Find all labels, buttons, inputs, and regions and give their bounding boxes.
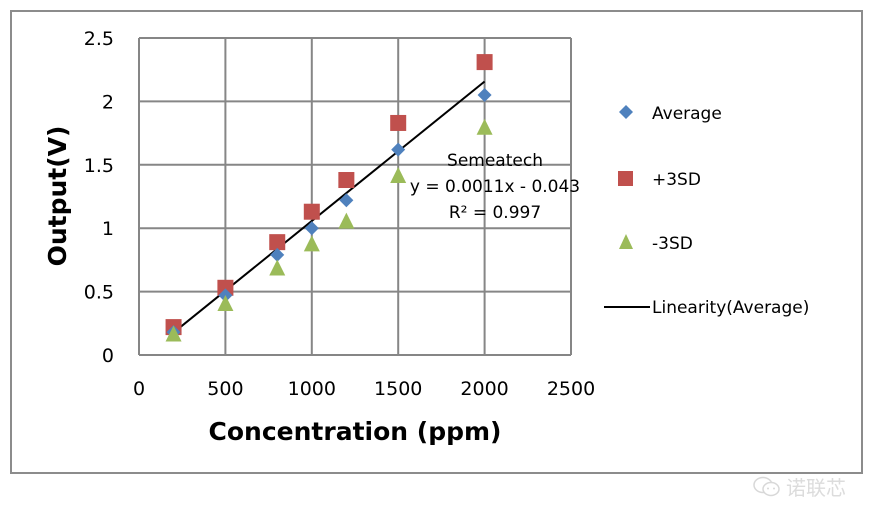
y-axis-label: Output(V) (43, 126, 72, 267)
minus-3sd-point (165, 325, 182, 342)
watermark-text: 诺联芯 (786, 476, 846, 500)
x-tick-label: 1500 (374, 378, 422, 400)
legend-item-minus-3sd: -3SD (619, 234, 693, 254)
average-point (477, 88, 492, 103)
minus-3sd-point (390, 166, 407, 183)
plus-3sd-point (269, 234, 286, 251)
y-tick-label: 0.5 (84, 282, 114, 304)
legend-item-linearity: Linearity(Average) (604, 298, 809, 318)
plus-3sd-point (338, 172, 355, 189)
average-point (339, 193, 354, 208)
minus-3sd-point (269, 259, 286, 276)
square-marker-icon (618, 171, 633, 186)
x-axis-label: Concentration (ppm) (209, 417, 502, 446)
x-tick-label: 500 (207, 378, 243, 400)
x-tick-label: 0 (133, 378, 145, 400)
x-tick-label: 1000 (288, 378, 336, 400)
legend-item-average: Average (619, 104, 722, 124)
y-tick-label: 2.5 (84, 28, 114, 50)
y-tick-labels: 0 0.5 1 1.5 2 2.5 (84, 28, 114, 367)
y-tick-label: 2 (102, 91, 114, 113)
legend-item-plus-3sd: +3SD (618, 170, 701, 190)
y-tick-label: 1.5 (84, 155, 114, 177)
y-tick-label: 0 (102, 345, 114, 367)
x-tick-label: 2000 (460, 378, 508, 400)
trendline-annotation: Semeatech y = 0.0011x - 0.043 R² = 0.997 (410, 151, 580, 223)
diamond-marker-icon (619, 105, 633, 119)
legend-label: Average (652, 104, 722, 124)
grid (138, 37, 572, 356)
data-points (165, 54, 493, 342)
average-point (391, 142, 406, 157)
average-point (304, 221, 319, 236)
legend-label: Linearity(Average) (652, 298, 809, 318)
minus-3sd-point (338, 212, 355, 229)
minus-3sd-point (303, 235, 320, 252)
plus-3sd-point (217, 279, 234, 296)
legend: Average +3SD -3SD Linearity(Average) (604, 104, 809, 318)
x-tick-labels: 0 500 1000 1500 2000 2500 (133, 378, 595, 400)
triangle-marker-icon (619, 234, 633, 249)
y-tick-label: 1 (102, 218, 114, 240)
wechat-icon (753, 476, 780, 496)
plus-3sd-point (303, 203, 320, 220)
watermark: 诺联芯 (752, 472, 846, 501)
minus-3sd-point (217, 295, 234, 312)
plus-3sd-point (390, 114, 407, 131)
average-point (270, 247, 285, 262)
plus-3sd-point (476, 54, 493, 71)
annotation-name: Semeatech (447, 151, 543, 171)
annotation-r-squared: R² = 0.997 (449, 203, 541, 223)
legend-label: -3SD (652, 234, 693, 254)
x-tick-label: 2500 (547, 378, 595, 400)
legend-label: +3SD (652, 170, 701, 190)
annotation-equation: y = 0.0011x - 0.043 (410, 177, 580, 197)
chart-frame (10, 10, 863, 474)
minus-3sd-point (476, 118, 493, 135)
